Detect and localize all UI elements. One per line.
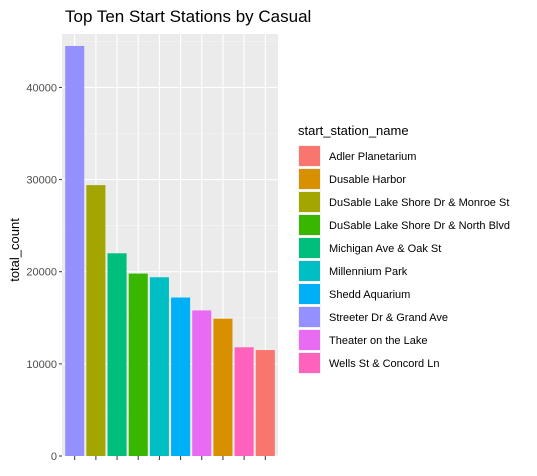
legend-label: DuSable Lake Shore Dr & Monroe St [329, 197, 509, 209]
legend-label: Wells St & Concord Ln [329, 358, 439, 370]
bar [192, 310, 212, 456]
legend-label: Adler Planetarium [329, 151, 416, 163]
y-axis-title: total_count [7, 218, 22, 282]
legend-swatch [299, 353, 320, 373]
legend-label: Theater on the Lake [329, 335, 427, 347]
legend-title: start_station_name [298, 123, 409, 138]
axes: 0 10000 20000 30000 40000 [26, 82, 266, 463]
bar [149, 277, 169, 456]
bar [65, 45, 85, 457]
legend-swatch [299, 238, 320, 258]
legend-swatch [299, 261, 320, 281]
bar [255, 350, 275, 456]
legend: Adler Planetarium Dusable Harbor DuSable L… [298, 145, 510, 374]
legend-swatch [299, 146, 320, 166]
y-tick-label: 20000 [26, 267, 57, 279]
legend-label: Dusable Harbor [329, 174, 406, 186]
bar [234, 347, 254, 456]
legend-swatch [299, 284, 320, 304]
legend-swatch [299, 215, 320, 235]
y-tick-label: 10000 [26, 359, 57, 371]
bar [128, 273, 148, 456]
bar [213, 318, 233, 456]
legend-label: Millennium Park [329, 266, 408, 278]
legend-label: Streeter Dr & Grand Ave [329, 312, 448, 324]
legend-label: Michigan Ave & Oak St [329, 243, 441, 255]
bar [107, 253, 127, 456]
legend-label: Shedd Aquarium [329, 289, 410, 301]
y-tick-label: 30000 [26, 175, 57, 187]
y-tick-label: 40000 [26, 82, 57, 94]
bar [86, 185, 106, 456]
bar [171, 297, 191, 456]
bars [65, 45, 275, 457]
legend-label: DuSable Lake Shore Dr & North Blvd [329, 220, 510, 232]
legend-swatch [299, 169, 320, 189]
y-tick-label: 0 [51, 451, 57, 463]
legend-swatch [299, 192, 320, 212]
legend-swatch [299, 307, 320, 327]
legend-swatch [299, 330, 320, 350]
chart-title: Top Ten Start Stations by Casual [65, 7, 311, 26]
